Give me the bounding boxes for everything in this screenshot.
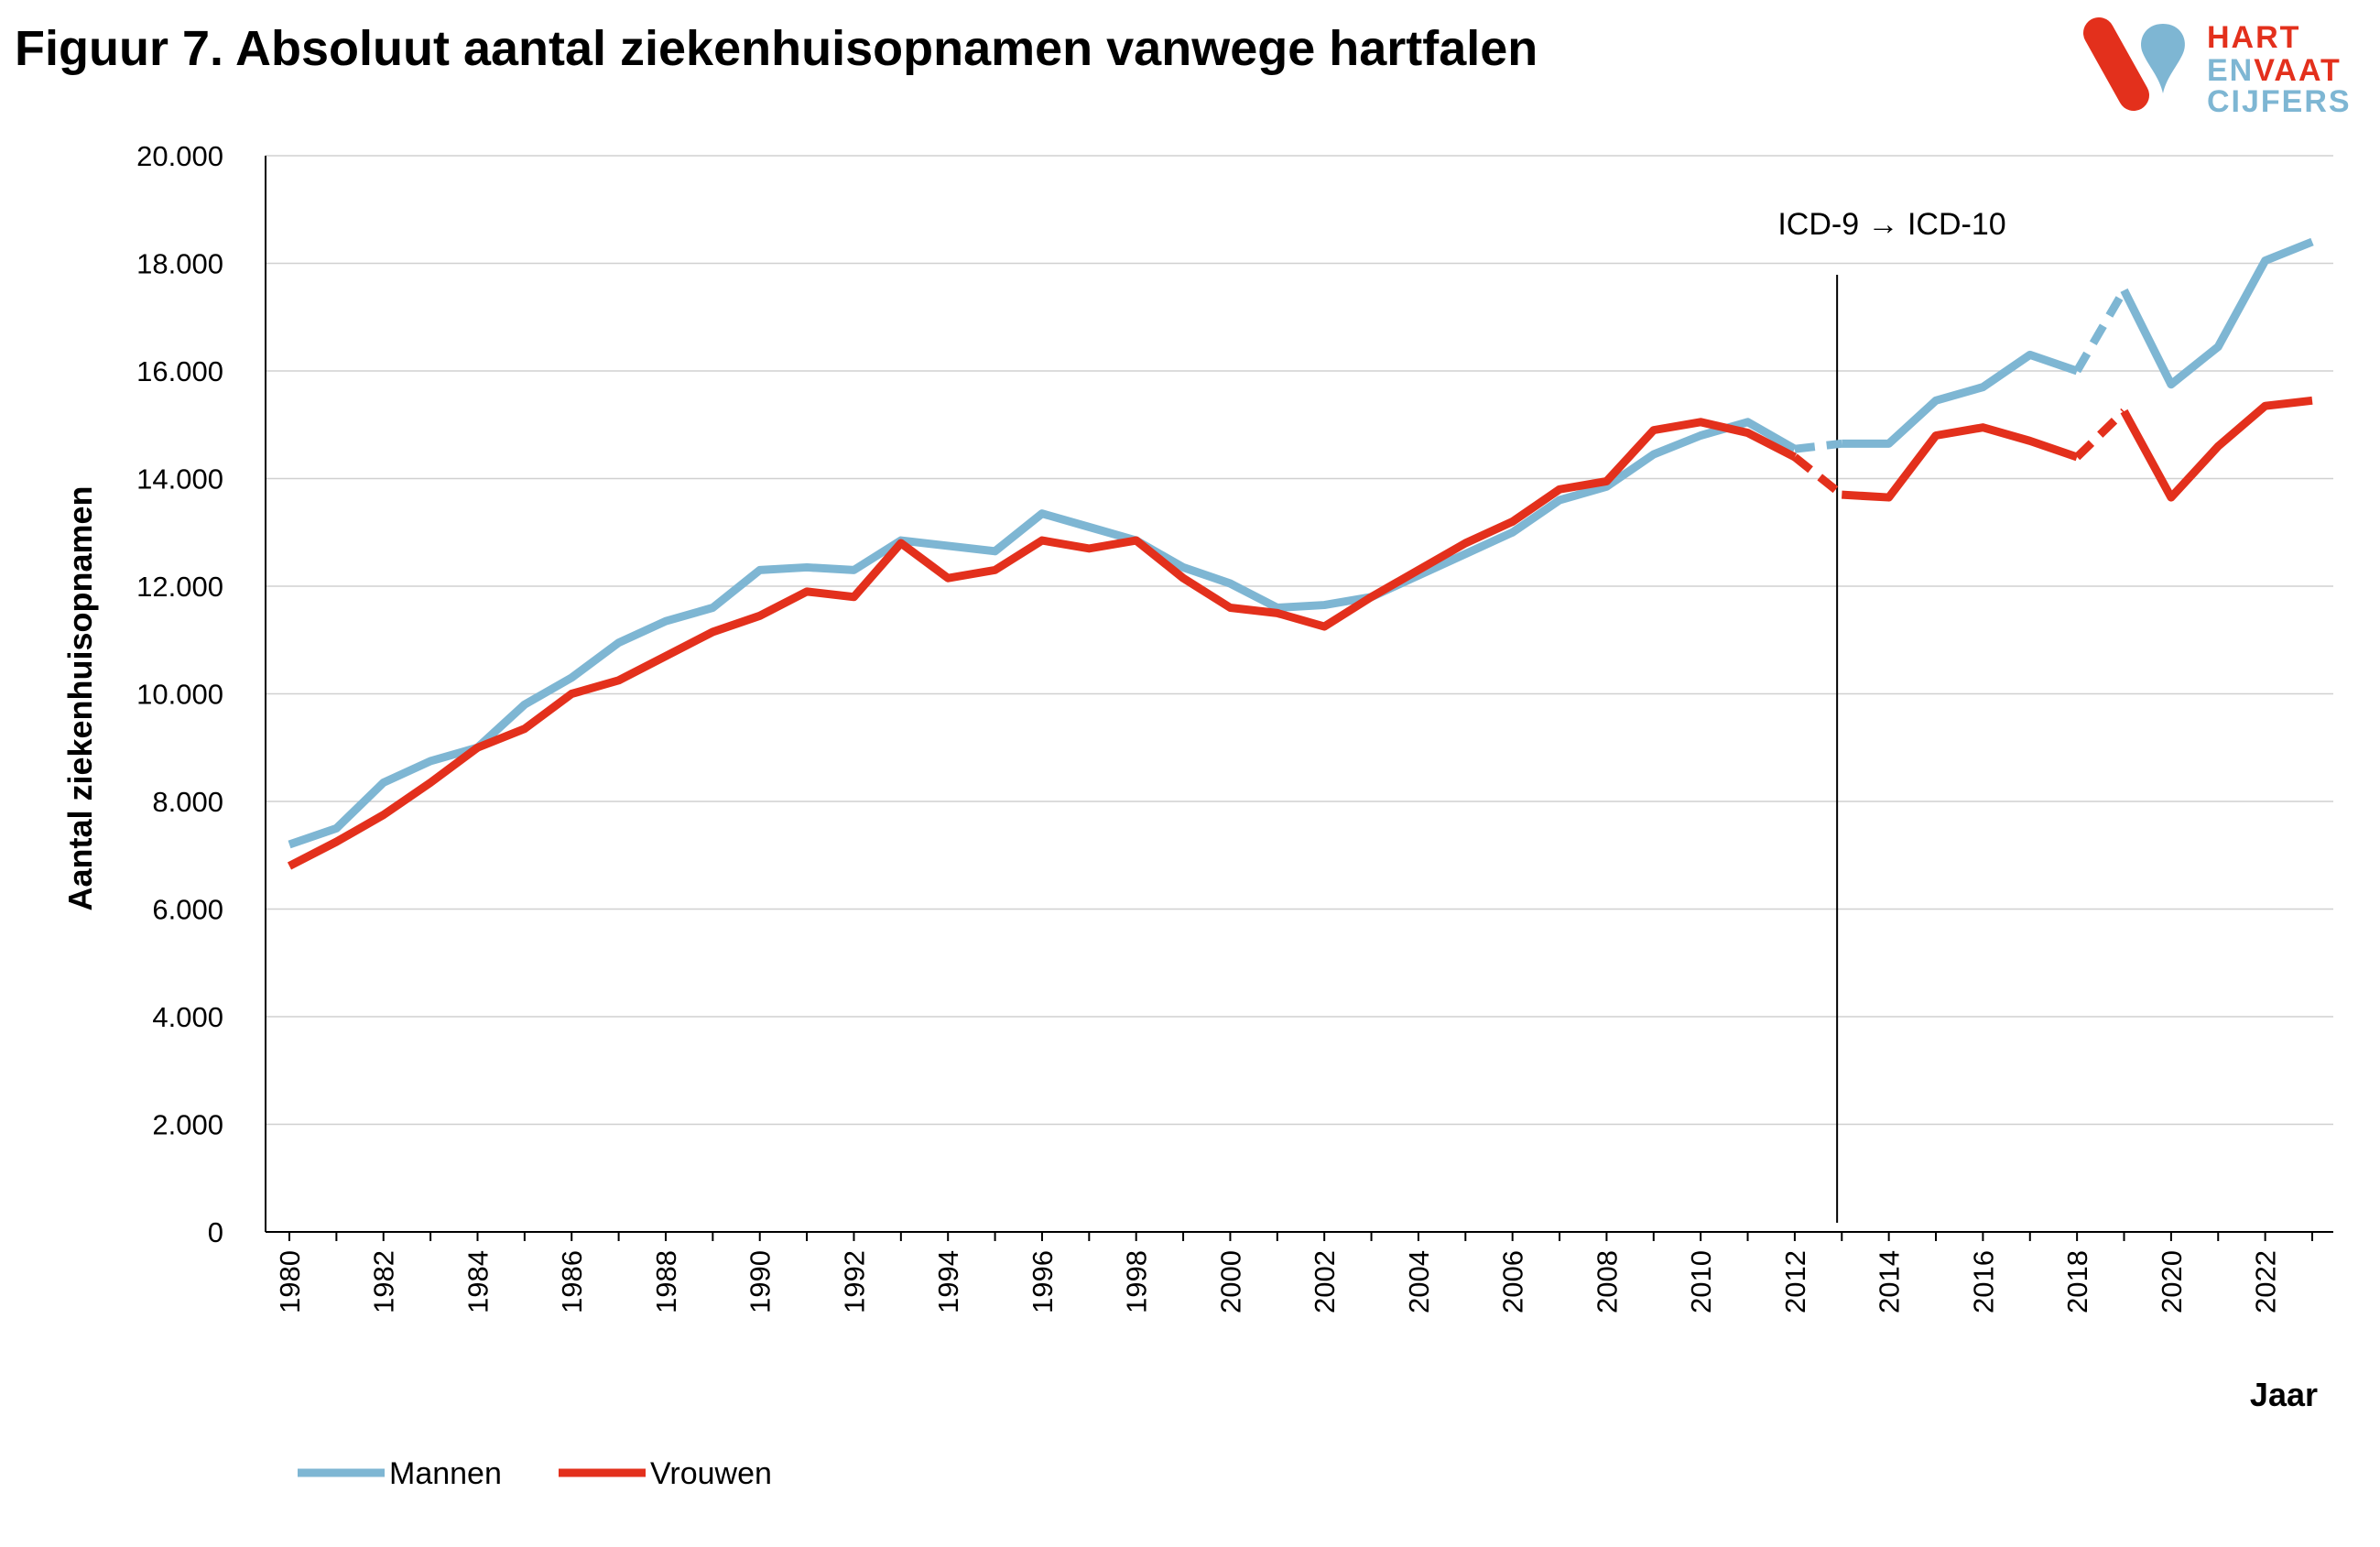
- y-tick-label: 4.000: [152, 1001, 223, 1033]
- legend-label-mannen: Mannen: [389, 1456, 502, 1491]
- series-dashed-segment-mannen: [2073, 288, 2128, 374]
- y-tick-label: 14.000: [136, 463, 223, 496]
- x-tick-label: 2004: [1403, 1250, 1435, 1313]
- legend: Mannen Vrouwen: [298, 1456, 772, 1491]
- x-tick-label: 1994: [932, 1250, 964, 1313]
- chart-title: Figuur 7. Absoluut aantal ziekenhuisopna…: [15, 21, 1538, 76]
- logo-line3: CIJFERS: [2207, 84, 2352, 114]
- logo-red-stroke-icon: [2083, 17, 2149, 111]
- series-line-vrouwen: [287, 396, 2313, 870]
- series-dashed-segment-vrouwen: [2074, 408, 2127, 461]
- y-tick-label: 2.000: [152, 1109, 223, 1141]
- y-tick-label: 8.000: [152, 786, 223, 818]
- logo-blue-drop-icon: [2141, 24, 2185, 93]
- x-tick-label: 1988: [650, 1250, 682, 1313]
- series-lines: [287, 237, 2314, 870]
- x-tick-label: 2008: [1591, 1250, 1623, 1313]
- icd-annotation: ICD-9 → ICD-10: [1777, 207, 2006, 1223]
- series-dashed-segment-vrouwen: [1792, 453, 1845, 498]
- logo-line2a: EN: [2207, 53, 2254, 88]
- x-tick-label: 2018: [2061, 1250, 2093, 1313]
- x-tick-label: 2016: [1967, 1250, 1999, 1313]
- x-tick-label: 2010: [1685, 1250, 1717, 1313]
- gridlines: [266, 155, 2333, 1126]
- x-axis-title: Jaar: [2250, 1376, 2318, 1413]
- y-tick-label: 16.000: [136, 355, 223, 387]
- x-tick-label: 1980: [274, 1250, 306, 1313]
- svg-text:ENVAAT: ENVAAT: [2207, 53, 2342, 88]
- x-tick-label: 1998: [1121, 1250, 1153, 1313]
- x-tick-label: 1996: [1027, 1250, 1059, 1313]
- x-axis-ticks: 1980 1982 1984 1986 1988 1990 1992 1994 1996 1998…: [274, 1232, 2313, 1313]
- logo-line1: HART: [2207, 20, 2300, 55]
- x-tick-label: 1986: [556, 1250, 588, 1313]
- y-tick-label: 12.000: [136, 571, 223, 603]
- x-tick-label: 1992: [838, 1250, 870, 1313]
- y-axis-title: Aantal ziekenhuisopnamen: [61, 485, 99, 910]
- y-tick-label: 0: [208, 1216, 223, 1248]
- x-tick-label: 1984: [462, 1250, 494, 1313]
- x-tick-label: 1982: [368, 1250, 400, 1313]
- y-tick-label: 6.000: [152, 894, 223, 926]
- x-tick-label: 2014: [1874, 1250, 1906, 1313]
- y-tick-label: 18.000: [136, 248, 223, 280]
- x-tick-label: 2020: [2156, 1250, 2188, 1313]
- logo-line2b: VAAT: [2254, 53, 2342, 88]
- hartenvaatcijfers-logo: HART ENVAAT CIJFERS: [2083, 17, 2352, 114]
- x-tick-label: 2012: [1779, 1250, 1811, 1313]
- y-tick-label: 20.000: [136, 140, 223, 172]
- y-tick-label: 10.000: [136, 679, 223, 711]
- series-line-mannen: [288, 237, 2314, 849]
- x-tick-label: 2006: [1497, 1250, 1529, 1313]
- legend-label-vrouwen: Vrouwen: [650, 1456, 772, 1491]
- y-axis-ticks: 0 2.000 4.000 6.000 8.000 10.000 12.000 14.000 1…: [136, 140, 223, 1248]
- series-dashed-segment-mannen: [1794, 439, 1842, 453]
- x-tick-label: 2002: [1309, 1250, 1341, 1313]
- x-tick-label: 2000: [1214, 1250, 1246, 1313]
- x-tick-label: 1990: [744, 1250, 777, 1313]
- x-tick-label: 2022: [2250, 1250, 2282, 1313]
- icd-transition-label: ICD-9 → ICD-10: [1777, 207, 2005, 242]
